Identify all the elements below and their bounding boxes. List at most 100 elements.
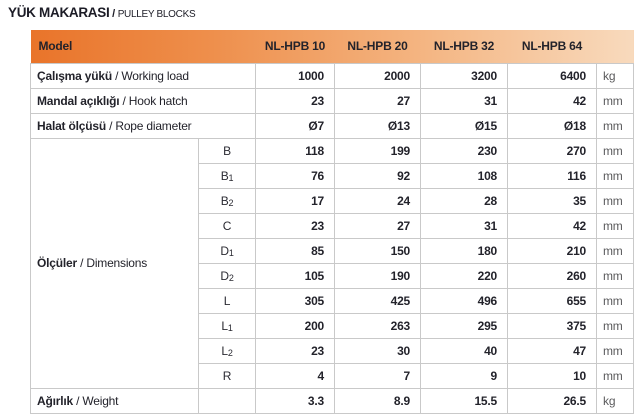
unit-cell: mm	[596, 237, 635, 264]
unit-cell: kg	[596, 387, 635, 414]
value-cell: 270	[507, 137, 598, 164]
value-cell: Ø13	[334, 112, 422, 139]
table-row: Ağırlık / Weight 3.3 8.9 15.5 26.5 kg	[30, 387, 635, 414]
value-cell: 42	[507, 212, 598, 239]
value-cell: 295	[420, 312, 509, 339]
header-col-nl-hpb-20: NL-HPB 20	[347, 39, 408, 54]
dimension-symbol-base: B	[220, 193, 229, 208]
header-model: Model	[38, 39, 73, 54]
dimension-symbol: R	[197, 362, 257, 389]
row-label-separator: /	[111, 68, 122, 83]
table-row: D2 105 190 220 260 mm	[31, 262, 635, 289]
value-cell: Ø15	[420, 112, 509, 139]
table-row: Halat ölçüsü / Rope diameter Ø7 Ø13 Ø15 Ø18 m…	[29, 112, 635, 139]
value-cell: 15.5	[420, 387, 509, 414]
value-cell: 30	[334, 337, 422, 364]
row-label-turkish: Ağırlık	[37, 393, 73, 408]
group-label-english: Dimensions	[86, 256, 148, 270]
header-row: Model NL-HPB 10 NL-HPB 20 NL-HPB 32 NL-H…	[30, 30, 634, 63]
group-label-turkish: Ölçüler	[37, 256, 77, 270]
dimension-symbol: L2	[197, 337, 257, 364]
row-label: Halat ölçüsü / Rope diameter	[29, 112, 257, 139]
page-title: YÜK MAKARASI / PULLEY BLOCKS	[8, 4, 196, 22]
value-cell: 92	[334, 162, 422, 189]
value-cell: 655	[507, 287, 598, 314]
value-cell: 31	[420, 212, 509, 239]
row-label: Mandal açıklığı / Hook hatch	[29, 87, 257, 114]
value-cell: 76	[255, 162, 336, 189]
value-cell: 7	[334, 362, 422, 389]
value-cell: 118	[255, 137, 336, 164]
row-label: Çalışma yükü / Working load	[29, 62, 257, 89]
value-cell: 230	[420, 137, 509, 164]
dimension-symbol-subscript: 1	[227, 322, 233, 333]
value-cell: 27	[334, 212, 422, 239]
value-cell: 116	[507, 162, 598, 189]
spec-table-wrap: Model NL-HPB 10 NL-HPB 20 NL-HPB 32 NL-H…	[29, 30, 635, 414]
value-cell: 199	[334, 137, 422, 164]
row-label-english: Weight	[82, 393, 119, 408]
dimension-symbol: L1	[197, 312, 257, 339]
value-cell: 26.5	[507, 387, 598, 414]
value-cell: 263	[334, 312, 422, 339]
table-row: R 4 7 9 10 mm	[31, 362, 635, 389]
value-cell: 496	[420, 287, 509, 314]
dimension-symbol-subscript: 1	[228, 172, 234, 183]
value-cell: 105	[255, 262, 336, 289]
value-cell: 4	[255, 362, 336, 389]
table-row: Ölçüler / Dimensions B 118 199 230 270 mm	[30, 137, 635, 389]
dimension-symbol: D2	[197, 262, 257, 289]
value-cell: 150	[334, 237, 422, 264]
value-cell: 17	[255, 187, 336, 214]
value-cell: 305	[255, 287, 336, 314]
value-cell: 85	[255, 237, 336, 264]
unit-cell: kg	[596, 62, 635, 89]
header-col-nl-hpb-32: NL-HPB 32	[433, 39, 495, 54]
row-label-separator: /	[119, 93, 129, 108]
value-cell: 10	[507, 362, 598, 389]
value-cell: 23	[255, 87, 336, 114]
value-cell: 40	[420, 337, 509, 364]
row-label-turkish: Çalışma yükü	[37, 68, 112, 83]
dimension-symbol-base: D	[220, 268, 229, 283]
dimension-symbol-subscript: 1	[228, 247, 234, 258]
table-row: L2 23 30 40 47 mm	[31, 337, 635, 364]
dimension-symbol: D1	[197, 237, 257, 264]
value-cell: 180	[420, 237, 509, 264]
row-label-english: Working load	[121, 68, 189, 83]
table-body: Çalışma yükü / Working load 1000 2000 3200 6…	[29, 62, 635, 414]
dimensions-group-label: Ölçüler / Dimensions	[30, 137, 199, 389]
dimension-symbol-subscript: 2	[228, 197, 234, 208]
table-row: L 305 425 496 655 mm	[31, 287, 635, 314]
dimension-symbol-base: B	[223, 143, 231, 158]
value-cell: 260	[507, 262, 598, 289]
value-cell: 23	[255, 337, 336, 364]
value-cell: 2000	[334, 62, 422, 89]
row-label-english: Hook hatch	[128, 93, 188, 108]
dimension-symbol-base: L	[221, 343, 228, 358]
value-cell: 8.9	[334, 387, 422, 414]
dimension-symbol-subscript: 2	[228, 272, 234, 283]
unit-cell: mm	[596, 312, 635, 339]
empty-cell	[197, 387, 257, 414]
table-header: Model NL-HPB 10 NL-HPB 20 NL-HPB 32 NL-H…	[30, 30, 634, 63]
unit-cell: mm	[596, 362, 635, 389]
value-cell: 6400	[507, 62, 598, 89]
value-cell: 1000	[255, 62, 336, 89]
row-label-english: Rope diameter	[115, 118, 192, 133]
value-cell: 425	[334, 287, 422, 314]
row-label-separator: /	[105, 118, 116, 133]
page-title-english: PULLEY BLOCKS	[117, 9, 196, 20]
dimension-symbol-base: C	[222, 218, 232, 233]
value-cell: 108	[420, 162, 509, 189]
dimension-symbol-base: L	[221, 318, 228, 333]
row-label: Ağırlık / Weight	[30, 387, 199, 414]
value-cell: 9	[420, 362, 509, 389]
value-cell: 24	[334, 187, 422, 214]
dimension-symbol-base: B	[220, 168, 229, 183]
header-col-nl-hpb-64: NL-HPB 64	[521, 39, 583, 54]
value-cell: 31	[420, 87, 509, 114]
dimension-symbol-base: D	[220, 243, 229, 258]
value-cell: 3.3	[255, 387, 336, 414]
